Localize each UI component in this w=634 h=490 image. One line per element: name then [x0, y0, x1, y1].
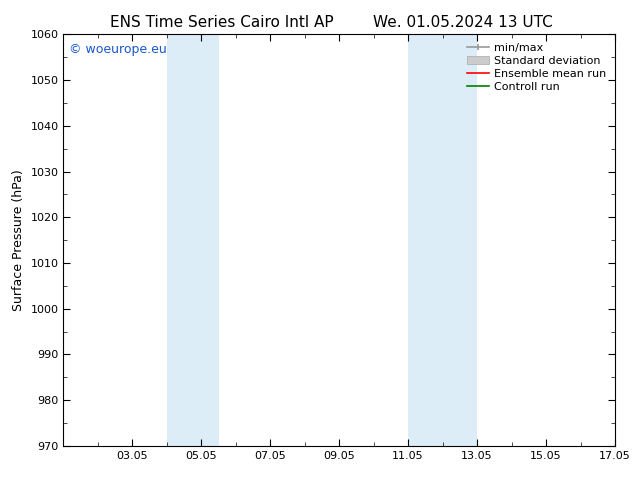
- Bar: [167, 34, 219, 446]
- Text: ENS Time Series Cairo Intl AP: ENS Time Series Cairo Intl AP: [110, 15, 333, 30]
- Bar: [408, 34, 477, 446]
- Text: We. 01.05.2024 13 UTC: We. 01.05.2024 13 UTC: [373, 15, 553, 30]
- Y-axis label: Surface Pressure (hPa): Surface Pressure (hPa): [12, 169, 25, 311]
- Text: © woeurope.eu: © woeurope.eu: [69, 43, 167, 55]
- Legend: min/max, Standard deviation, Ensemble mean run, Controll run: min/max, Standard deviation, Ensemble me…: [464, 40, 609, 95]
